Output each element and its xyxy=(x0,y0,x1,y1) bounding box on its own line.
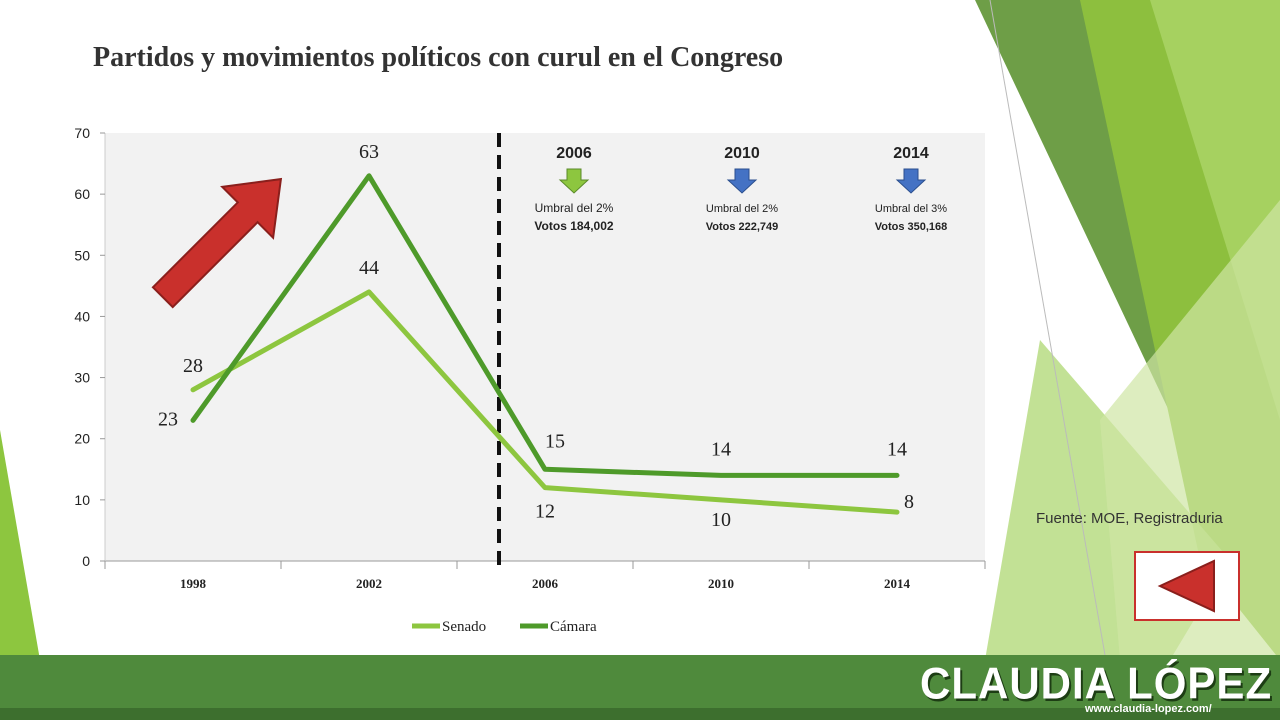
data-label-camara: 14 xyxy=(887,438,907,460)
threshold-rule: Umbral del 3% xyxy=(875,203,947,215)
y-tick-label: 0 xyxy=(82,553,90,569)
footer-stripe xyxy=(0,708,1280,720)
y-tick-label: 70 xyxy=(74,125,90,141)
back-button[interactable] xyxy=(1134,551,1240,621)
threshold-rule: Umbral del 2% xyxy=(706,203,778,215)
x-tick-label: 2014 xyxy=(884,576,911,591)
x-tick-label: 2002 xyxy=(356,576,382,591)
y-tick-label: 20 xyxy=(74,431,90,447)
series-layer xyxy=(190,173,900,515)
data-label-senado: 10 xyxy=(711,509,731,531)
red-up-arrow-icon xyxy=(151,177,283,309)
threshold-2006: 2006 Umbral del 2% Votos 184,002 xyxy=(534,145,613,233)
data-label-camara: 15 xyxy=(545,430,565,452)
threshold-rule: Umbral del 2% xyxy=(535,201,614,215)
threshold-2010: 2010 Umbral del 2% Votos 222,749 xyxy=(706,145,779,233)
threshold-year: 2006 xyxy=(556,145,592,162)
x-tick-label: 2006 xyxy=(532,576,559,591)
y-axis: 0 10 20 30 40 50 60 70 xyxy=(74,125,105,569)
threshold-votes: Votos 222,749 xyxy=(706,221,779,233)
threshold-votes: Votos 350,168 xyxy=(875,221,948,233)
series-line-camara xyxy=(190,173,900,478)
data-label-senado: 28 xyxy=(183,355,203,377)
legend-label-camara: Cámara xyxy=(550,619,597,635)
y-tick-label: 30 xyxy=(74,370,90,386)
data-label-senado: 12 xyxy=(535,501,555,523)
data-label-camara: 14 xyxy=(711,438,731,460)
series-line-senado xyxy=(190,289,900,515)
brand-logo: CLAUDIA LÓPEZ xyxy=(920,658,1273,709)
x-tick-label: 2010 xyxy=(708,576,734,591)
legend-label-senado: Senado xyxy=(442,619,486,635)
x-axis: 1998 2002 2006 2010 2014 xyxy=(104,561,986,591)
y-tick-label: 10 xyxy=(74,492,90,508)
brand-url: www.claudia-lopez.com/ xyxy=(1085,703,1212,715)
data-label-senado: 8 xyxy=(904,491,914,513)
threshold-year: 2014 xyxy=(893,145,929,162)
data-label-camara: 23 xyxy=(158,408,178,430)
y-tick-label: 60 xyxy=(74,186,90,202)
green-down-arrow-icon xyxy=(558,168,590,194)
data-label-senado: 44 xyxy=(359,257,379,279)
red-left-triangle-icon xyxy=(1157,559,1215,613)
data-labels: 28 44 12 10 8 23 63 15 14 14 xyxy=(158,141,914,531)
source-note: Fuente: MOE, Registraduria xyxy=(1036,510,1223,527)
background-decoration xyxy=(0,0,1280,660)
threshold-year: 2010 xyxy=(724,145,760,162)
x-tick-label: 1998 xyxy=(180,576,207,591)
y-tick-label: 40 xyxy=(74,308,90,324)
threshold-2014: 2014 Umbral del 3% Votos 350,168 xyxy=(875,145,948,233)
blue-down-arrow-icon xyxy=(895,168,927,194)
y-tick-label: 50 xyxy=(74,247,90,263)
legend: Senado Cámara xyxy=(412,619,597,635)
slide-title: Partidos y movimientos políticos con cur… xyxy=(93,42,784,73)
data-label-camara: 63 xyxy=(359,141,379,163)
threshold-votes: Votos 184,002 xyxy=(534,219,613,233)
blue-down-arrow-icon xyxy=(726,168,758,194)
